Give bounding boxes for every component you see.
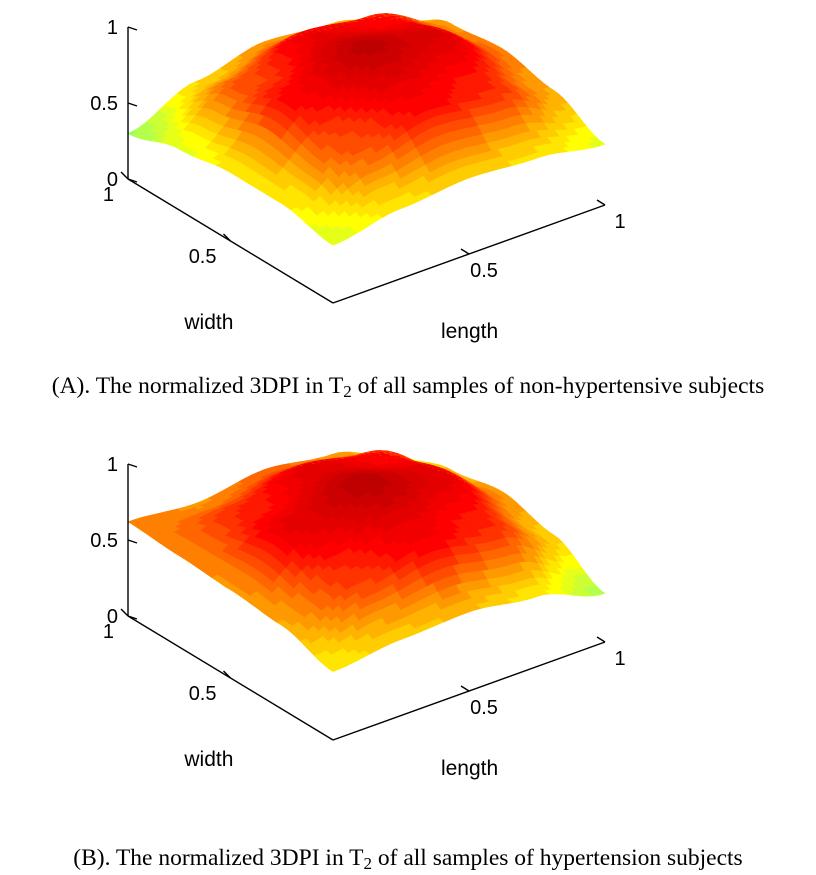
z-tick-label: 0 bbox=[107, 169, 118, 191]
surface-cell bbox=[593, 589, 606, 596]
caption-a-text-end: of all samples of non-hypertensive subje… bbox=[351, 373, 765, 399]
surface-mesh-p1 bbox=[127, 450, 606, 672]
length-tick-label: 1 bbox=[614, 648, 625, 670]
length-tick bbox=[596, 199, 606, 206]
figure-panel-a: 0 0.5 1 0.5 1 0.5 1 width length (A). The normal… bbox=[0, 0, 816, 437]
width-tick-label: 0.5 bbox=[189, 246, 217, 268]
caption-a: (A). The normalized 3DPI in T2 of all sa… bbox=[0, 373, 816, 401]
caption-b: (B). The normalized 3DPI in T2 of all sa… bbox=[0, 845, 816, 873]
surface-plot-b: 0 0.5 1 0.5 1 0.5 1 width length bbox=[90, 450, 626, 780]
width-tick bbox=[120, 171, 129, 180]
z-tick-label: 0.5 bbox=[90, 93, 118, 115]
width-tick-label: 1 bbox=[103, 621, 114, 643]
caption-b-subscript: 2 bbox=[363, 854, 373, 873]
z-tick bbox=[127, 539, 138, 544]
axes-p0: 0 0.5 1 0.5 1 0.5 1 width length bbox=[90, 17, 625, 343]
z-tick-label: 0.5 bbox=[90, 530, 118, 552]
length-tick bbox=[596, 636, 606, 643]
figure-panel-b: 0 0.5 1 0.5 1 0.5 1 width length (B). The normal… bbox=[0, 437, 816, 875]
z-tick-label: 1 bbox=[107, 454, 118, 476]
surface-cell bbox=[593, 140, 606, 147]
length-tick-label: 1 bbox=[614, 211, 625, 233]
z-tick-label: 1 bbox=[107, 17, 118, 39]
length-tick bbox=[460, 685, 470, 692]
z-tick bbox=[127, 102, 138, 107]
z-tick-label: 0 bbox=[107, 606, 118, 628]
z-tick bbox=[127, 178, 138, 183]
length-axis-label: length bbox=[441, 757, 498, 780]
caption-a-subscript: 2 bbox=[343, 382, 352, 401]
z-tick bbox=[127, 26, 138, 31]
surface-mesh-p0 bbox=[127, 13, 606, 246]
surface-plot-a: 0 0.5 1 0.5 1 0.5 1 width length bbox=[90, 13, 626, 343]
caption-a-text: (A). The normalized 3DPI in T bbox=[51, 373, 344, 399]
length-tick bbox=[460, 248, 470, 255]
width-tick-label: 0.5 bbox=[189, 683, 217, 705]
z-tick bbox=[127, 463, 138, 468]
length-axis-label: length bbox=[441, 320, 498, 343]
width-axis-label: width bbox=[183, 748, 233, 771]
caption-b-text: (B). The normalized 3DPI in T bbox=[73, 845, 364, 871]
caption-b-text-end: of all samples of hypertension subjects bbox=[372, 845, 743, 871]
length-tick-label: 0.5 bbox=[470, 260, 498, 282]
width-axis-label: width bbox=[183, 311, 233, 334]
width-tick bbox=[223, 670, 231, 679]
length-tick-label: 0.5 bbox=[470, 697, 498, 719]
width-tick bbox=[223, 233, 231, 242]
width-tick bbox=[120, 608, 129, 617]
z-tick bbox=[127, 615, 138, 620]
width-tick-label: 1 bbox=[103, 184, 114, 206]
axes-p1: 0 0.5 1 0.5 1 0.5 1 width length bbox=[90, 454, 625, 780]
